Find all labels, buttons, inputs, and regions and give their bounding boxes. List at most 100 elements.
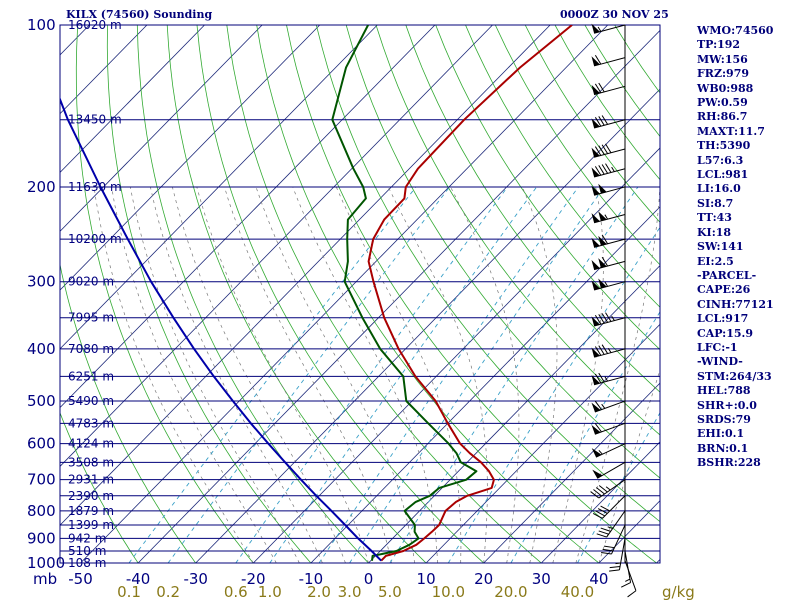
wind-barb-full <box>601 313 609 323</box>
wind-barb-half <box>607 526 613 529</box>
x-unit-label: mb <box>33 570 57 588</box>
wind-barb <box>591 278 626 291</box>
wind-barb-half <box>625 578 631 582</box>
wind-barb-shaft <box>593 317 626 327</box>
isotherm-line <box>60 25 205 174</box>
index-item: SHR+:0.0 <box>697 398 757 412</box>
wind-barb-flag <box>598 183 607 194</box>
wind-barb-flag <box>591 375 600 385</box>
wind-barb <box>591 422 626 435</box>
mixing-ratio-tick-label: 0.6 <box>224 583 248 600</box>
wind-barb-full <box>598 314 605 324</box>
wind-barb <box>596 510 626 538</box>
wind-barb-full <box>594 146 602 156</box>
pressure-tick-label: 1000 <box>27 554 65 572</box>
wind-barb-full <box>590 491 600 499</box>
wind-barb-full <box>596 487 605 495</box>
height-tick-label: 1879 m <box>68 504 114 518</box>
wind-barb-shaft <box>606 510 626 538</box>
wind-barb-shaft <box>594 400 626 413</box>
index-item: MW:156 <box>697 52 748 66</box>
wind-barb-shaft <box>593 85 626 96</box>
wind-barb-shaft <box>602 495 626 519</box>
wind-barb-full <box>600 527 611 532</box>
moist-adiabat-line <box>292 186 438 563</box>
wind-barb-full <box>598 82 605 93</box>
pressure-tick-label: 600 <box>27 435 56 453</box>
mixing-ratio-tick-label: 10.0 <box>432 583 465 600</box>
isotherm-line <box>310 206 660 563</box>
wind-barb-half <box>611 315 615 321</box>
wind-barb-shaft <box>611 524 626 555</box>
index-item: SW:141 <box>697 240 744 254</box>
pressure-tick-label: 100 <box>27 16 56 34</box>
wind-barb-flag <box>591 280 600 290</box>
wind-barb-full <box>593 489 602 497</box>
height-tick-label: 10200 m <box>68 232 122 246</box>
mixing-ratio-line <box>167 186 450 563</box>
wind-barb-shaft <box>594 422 626 435</box>
wind-barb-full <box>609 565 621 569</box>
height-tick-label: 3508 m <box>68 455 114 469</box>
wind-barb-flag <box>591 213 600 223</box>
wind-barb-full <box>601 164 609 174</box>
wind-barb-half <box>604 281 609 287</box>
wind-barb-half <box>607 347 612 353</box>
pressure-tick-label: 200 <box>27 178 56 196</box>
height-tick-label: 942 m <box>68 531 106 545</box>
mixing-ratio-tick-label: 40.0 <box>561 583 594 600</box>
wind-barb <box>591 234 626 248</box>
wind-barb-half <box>604 214 609 220</box>
wind-barb-full <box>601 256 609 267</box>
mixing-ratio-line <box>128 186 417 563</box>
wind-barb-flag <box>598 235 607 246</box>
wind-barb-full <box>598 485 608 493</box>
index-item: MAXT:11.7 <box>697 124 765 138</box>
wind-barb-flag <box>591 259 600 270</box>
mixing-ratio-line <box>349 186 605 563</box>
mixing-ratio-tick-label: 0.1 <box>117 583 141 600</box>
wind-barb-shaft <box>618 538 626 570</box>
temperature-tick-label: -30 <box>183 570 208 588</box>
wind-barb-full <box>592 513 603 519</box>
wind-barb-full <box>598 530 609 535</box>
wind-barb <box>591 312 626 327</box>
wind-barb-shaft <box>593 260 626 271</box>
temperature-tick-label: 30 <box>532 570 551 588</box>
wind-barb-shaft <box>624 550 632 583</box>
wind-barb-shaft <box>593 24 626 34</box>
moist-adiabat-line <box>521 186 558 563</box>
index-item: PW:0.59 <box>697 96 748 110</box>
wind-barb-shaft <box>595 443 626 458</box>
dry-adiabat-line <box>166 25 427 563</box>
wind-barb-shaft <box>593 213 626 224</box>
wind-barb-shaft <box>593 168 626 178</box>
wind-barb-full <box>621 582 631 588</box>
temperature-tick-label: -10 <box>299 570 324 588</box>
index-item: HEL:788 <box>697 384 751 398</box>
wind-barb <box>591 115 626 129</box>
wind-barb-shaft <box>597 461 626 479</box>
wind-barb-flag <box>591 347 600 358</box>
wind-barb-flag <box>591 118 600 129</box>
wind-barb <box>591 443 626 458</box>
wind-barb-shaft <box>593 119 626 129</box>
wind-barb-full <box>597 508 608 514</box>
wind-barbs <box>590 23 637 598</box>
wind-barb-half <box>598 449 603 455</box>
mixing-ratio-tick-label: 1.0 <box>258 583 282 600</box>
index-item: -PARCEL- <box>697 268 757 282</box>
moist-adiabat-line <box>335 186 462 563</box>
mixing-ratio-line <box>389 186 639 563</box>
wind-barb <box>591 400 626 413</box>
pressure-tick-label: 500 <box>27 392 56 410</box>
isotherm-line <box>253 147 660 563</box>
mixing-ratio-tick-label: 2.0 <box>307 583 331 600</box>
index-item: CAPE:26 <box>697 283 751 297</box>
moist-adiabat-line <box>552 186 604 563</box>
chart-background-lines <box>60 25 660 563</box>
wind-barb-full <box>596 533 607 538</box>
mixing-ratio-tick-label: 20.0 <box>494 583 527 600</box>
wind-barb-half <box>597 26 602 32</box>
